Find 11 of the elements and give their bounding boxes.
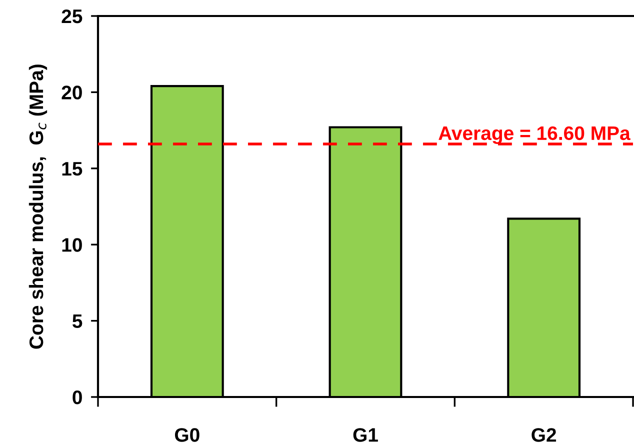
x-tick-label: G0 <box>174 428 200 442</box>
y-tick-label: 0 <box>72 390 82 404</box>
y-axis-title: Core shear modulus, G$_{c}$ (MPa) <box>28 64 48 349</box>
y-tick-label: 5 <box>72 314 82 328</box>
x-tick-label: G1 <box>353 428 378 442</box>
y-tick-label: 15 <box>62 162 82 176</box>
y-tick-label: 20 <box>62 86 82 100</box>
ref-line-label: Average = 16.60 MPa <box>438 126 630 144</box>
x-tick-label: G2 <box>532 428 556 442</box>
y-tick-label: 25 <box>62 9 82 24</box>
y-tick-label: 10 <box>62 238 82 252</box>
